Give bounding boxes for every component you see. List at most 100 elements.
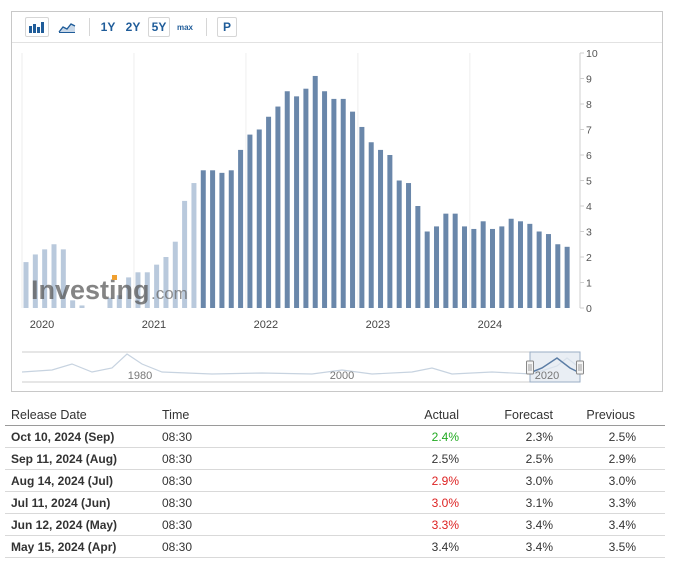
chart-bar[interactable] <box>499 226 505 308</box>
chart-bar[interactable] <box>378 149 384 308</box>
header-previous[interactable]: Previous <box>586 408 635 422</box>
x-tick-label: 2023 <box>366 319 390 331</box>
chart-bar[interactable] <box>350 111 356 309</box>
y-tick-label: 6 <box>586 150 592 162</box>
range-navigator[interactable]: 1980 2000 2020 <box>21 351 584 383</box>
previous-value: 2.5% <box>608 430 636 444</box>
chart-bar[interactable] <box>70 300 76 308</box>
chart-bar[interactable] <box>368 142 374 308</box>
chart-bar[interactable] <box>443 213 449 308</box>
p-button[interactable]: P <box>217 17 237 37</box>
chart-bar[interactable] <box>219 172 225 308</box>
chart-bar[interactable] <box>527 223 533 308</box>
chart-bar[interactable] <box>135 272 141 308</box>
chart-bar[interactable] <box>536 231 542 309</box>
chart-bar[interactable] <box>452 213 458 308</box>
range-5y-button[interactable]: 5Y <box>148 17 170 37</box>
area-chart-icon <box>58 23 76 33</box>
chart-bar[interactable] <box>555 244 561 308</box>
chart-bar[interactable] <box>471 228 477 308</box>
navigator-label: 2000 <box>330 370 354 382</box>
release-date: Jun 12, 2024 (May) <box>11 518 118 532</box>
header-actual[interactable]: Actual <box>424 408 459 422</box>
chart-toolbar: 1Y 2Y 5Y max P <box>12 12 662 43</box>
x-tick-label: 2021 <box>142 319 166 331</box>
release-time: 08:30 <box>162 540 193 554</box>
chart-bar[interactable] <box>275 106 281 308</box>
navigator-label: 2020 <box>535 370 559 382</box>
navigator-right-handle[interactable] <box>576 360 584 375</box>
chart-bar[interactable] <box>517 221 523 308</box>
forecast-value: 3.4% <box>525 518 553 532</box>
chart-bar[interactable] <box>247 134 253 308</box>
chart-bar[interactable] <box>312 75 318 308</box>
header-time[interactable]: Time <box>162 408 190 422</box>
chart-bar[interactable] <box>191 183 197 308</box>
chart-bar[interactable] <box>23 262 29 308</box>
chart-bar[interactable] <box>154 264 160 308</box>
chart-bar[interactable] <box>303 88 309 308</box>
chart-bar[interactable] <box>387 155 393 308</box>
y-tick-label: 5 <box>586 176 592 188</box>
y-tick-label: 10 <box>586 48 598 60</box>
forecast-value: 3.4% <box>525 540 553 554</box>
release-time: 08:30 <box>162 518 193 532</box>
y-tick-label: 4 <box>586 201 592 213</box>
chart-bar[interactable] <box>508 218 514 308</box>
y-tick-label: 7 <box>586 125 592 137</box>
chart-bar[interactable] <box>434 226 440 308</box>
chart-bar[interactable] <box>163 257 169 308</box>
chart-bar[interactable] <box>340 98 346 309</box>
release-time: 08:30 <box>162 474 193 488</box>
bar-chart-icon <box>29 22 44 33</box>
chart-bar[interactable] <box>266 116 272 308</box>
watermark-suffix: .com <box>151 284 188 303</box>
chart-bar[interactable] <box>32 254 38 308</box>
navigator-left-handle[interactable] <box>526 360 534 375</box>
range-1y-button[interactable]: 1Y <box>100 20 116 34</box>
chart-bar[interactable] <box>60 249 66 308</box>
chart-bar[interactable] <box>406 183 412 308</box>
chart-bar[interactable] <box>126 277 132 308</box>
release-time: 08:30 <box>162 496 193 510</box>
chart-bar[interactable] <box>79 305 85 308</box>
chart-bar[interactable] <box>200 170 206 308</box>
y-tick-label: 8 <box>586 99 592 111</box>
chart-bar[interactable] <box>480 221 486 308</box>
chart-bar[interactable] <box>51 244 57 308</box>
chart-bar[interactable] <box>424 231 430 309</box>
chart-bar[interactable] <box>462 226 468 308</box>
chart-bar[interactable] <box>322 91 328 308</box>
chart-bar[interactable] <box>396 180 402 309</box>
table-row: May 15, 2024 (Apr) 08:30 3.4% 3.4% 3.5% <box>5 536 665 558</box>
chart-bar[interactable] <box>359 126 365 308</box>
chart-bar[interactable] <box>116 295 122 308</box>
range-max-button[interactable]: max <box>176 22 193 32</box>
release-date: May 15, 2024 (Apr) <box>11 540 117 554</box>
actual-value: 2.4% <box>431 430 459 444</box>
chart-bar[interactable] <box>42 249 48 308</box>
chart-bar[interactable] <box>182 200 188 308</box>
chart-bar[interactable] <box>490 228 495 308</box>
chart-bar[interactable] <box>545 234 551 308</box>
chart-bar[interactable] <box>294 96 300 308</box>
chart-bar[interactable] <box>256 129 262 309</box>
header-release-date[interactable]: Release Date <box>11 408 87 422</box>
chart-bar[interactable] <box>144 272 150 308</box>
chart-bar[interactable] <box>210 170 216 308</box>
area-chart-type-button[interactable] <box>55 17 79 37</box>
chart-bar[interactable] <box>172 241 178 308</box>
chart-bar[interactable] <box>415 206 421 308</box>
range-2y-button[interactable]: 2Y <box>125 20 141 34</box>
chart-bar[interactable] <box>238 149 244 308</box>
table-header: Release Date Time Actual Forecast Previo… <box>5 404 665 426</box>
chart-bar[interactable] <box>228 170 234 308</box>
release-date: Sep 11, 2024 (Aug) <box>11 452 118 466</box>
chart-bar[interactable] <box>284 91 290 308</box>
chart-bar[interactable] <box>107 297 113 308</box>
chart-bar[interactable] <box>331 98 337 309</box>
watermark-brand: Investing <box>31 275 150 305</box>
header-forecast[interactable]: Forecast <box>504 408 553 422</box>
chart-bar[interactable] <box>564 246 570 308</box>
bar-chart-type-button[interactable] <box>25 17 49 37</box>
